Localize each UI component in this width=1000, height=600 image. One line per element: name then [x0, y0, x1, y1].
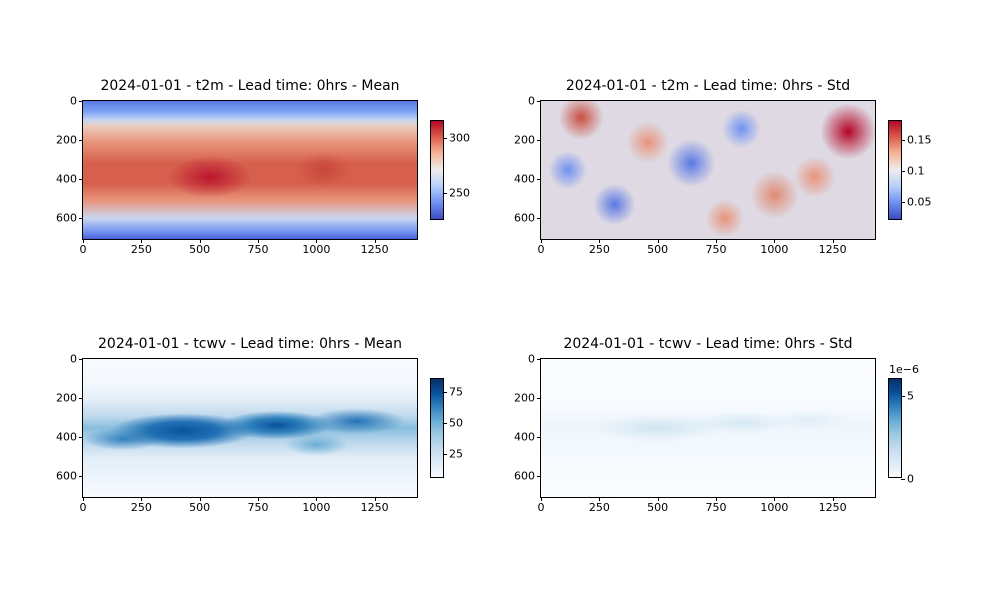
- panel-t2m-std: 2024-01-01 - t2m - Lead time: 0hrs - Std…: [540, 100, 876, 240]
- cbar-tick-label: 0: [901, 473, 914, 486]
- plot-tcwv-mean: 0250500750100012500200400600: [82, 358, 418, 498]
- ytick-label: 400: [514, 430, 541, 443]
- xtick-label: 1000: [302, 497, 330, 514]
- ytick-label: 200: [514, 133, 541, 146]
- ytick-label: 600: [56, 211, 83, 224]
- xtick-label: 0: [538, 239, 545, 256]
- xtick-label: 500: [189, 497, 210, 514]
- plot-tcwv-std: 0250500750100012500200400600: [540, 358, 876, 498]
- panel-t2m-mean: 2024-01-01 - t2m - Lead time: 0hrs - Mea…: [82, 100, 418, 240]
- cbar-tick-label: 0.15: [901, 134, 932, 147]
- colorbar-tcwv-std: 051e−6: [888, 378, 902, 478]
- xtick-label: 1000: [760, 497, 788, 514]
- ytick-label: 0: [528, 353, 541, 366]
- cbar-exponent: 1e−6: [889, 363, 919, 376]
- xtick-label: 1250: [819, 497, 847, 514]
- panel-tcwv-mean: 2024-01-01 - tcwv - Lead time: 0hrs - Me…: [82, 358, 418, 498]
- colorbar-tcwv-mean: 255075: [430, 378, 444, 478]
- figure-root: 2024-01-01 - t2m - Lead time: 0hrs - Mea…: [0, 0, 1000, 600]
- ytick-label: 600: [514, 469, 541, 482]
- plot-t2m-mean: 0250500750100012500200400600: [82, 100, 418, 240]
- cbar-tick-label: 300: [443, 132, 470, 145]
- panel-title-t2m-mean: 2024-01-01 - t2m - Lead time: 0hrs - Mea…: [82, 78, 418, 94]
- xtick-label: 250: [131, 239, 152, 256]
- cbar-tick-label: 0.1: [901, 165, 925, 178]
- xtick-label: 750: [248, 239, 269, 256]
- xtick-label: 750: [706, 239, 727, 256]
- heatmap-tcwv-mean: [83, 359, 417, 497]
- ytick-label: 0: [528, 95, 541, 108]
- ytick-label: 400: [56, 172, 83, 185]
- xtick-label: 1000: [302, 239, 330, 256]
- ytick-label: 400: [56, 430, 83, 443]
- ytick-label: 600: [56, 469, 83, 482]
- xtick-label: 0: [80, 497, 87, 514]
- xtick-label: 1250: [361, 497, 389, 514]
- plot-t2m-std: 0250500750100012500200400600: [540, 100, 876, 240]
- ytick-label: 200: [56, 133, 83, 146]
- xtick-label: 1250: [361, 239, 389, 256]
- cbar-tick-label: 75: [443, 386, 463, 399]
- xtick-label: 0: [538, 497, 545, 514]
- ytick-label: 600: [514, 211, 541, 224]
- xtick-label: 500: [647, 239, 668, 256]
- xtick-label: 1000: [760, 239, 788, 256]
- ytick-label: 200: [514, 391, 541, 404]
- panel-title-t2m-std: 2024-01-01 - t2m - Lead time: 0hrs - Std: [540, 78, 876, 94]
- ytick-label: 0: [70, 95, 83, 108]
- ytick-label: 0: [70, 353, 83, 366]
- ytick-label: 400: [514, 172, 541, 185]
- xtick-label: 1250: [819, 239, 847, 256]
- heatmap-t2m-std: [541, 101, 875, 239]
- xtick-label: 750: [248, 497, 269, 514]
- xtick-label: 250: [589, 497, 610, 514]
- xtick-label: 250: [589, 239, 610, 256]
- xtick-label: 750: [706, 497, 727, 514]
- xtick-label: 0: [80, 239, 87, 256]
- heatmap-tcwv-std: [541, 359, 875, 497]
- xtick-label: 500: [189, 239, 210, 256]
- cbar-tick-label: 25: [443, 448, 463, 461]
- ytick-label: 200: [56, 391, 83, 404]
- panel-title-tcwv-std: 2024-01-01 - tcwv - Lead time: 0hrs - St…: [540, 336, 876, 352]
- cbar-tick-label: 50: [443, 417, 463, 430]
- cbar-tick-label: 5: [901, 390, 914, 403]
- heatmap-t2m-mean: [83, 101, 417, 239]
- panel-title-tcwv-mean: 2024-01-01 - tcwv - Lead time: 0hrs - Me…: [82, 336, 418, 352]
- colorbar-t2m-std: 0.050.10.15: [888, 120, 902, 220]
- cbar-tick-label: 250: [443, 187, 470, 200]
- cbar-tick-label: 0.05: [901, 196, 932, 209]
- panel-tcwv-std: 2024-01-01 - tcwv - Lead time: 0hrs - St…: [540, 358, 876, 498]
- xtick-label: 250: [131, 497, 152, 514]
- xtick-label: 500: [647, 497, 668, 514]
- colorbar-t2m-mean: 250300: [430, 120, 444, 220]
